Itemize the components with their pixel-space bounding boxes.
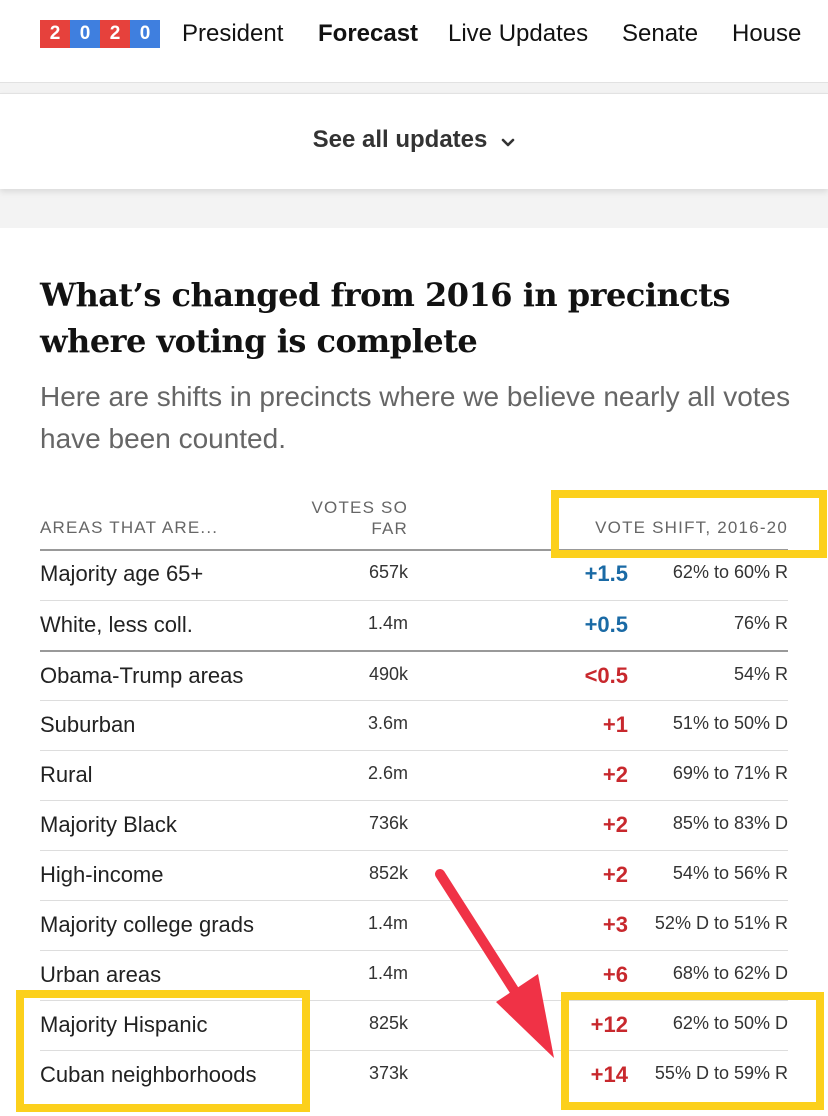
row-votes: 657k [368,562,408,582]
row-result: 55% D to 59% R [654,1063,788,1083]
nav-item-house[interactable]: House [732,20,802,47]
row-result: 76% R [733,613,788,633]
row-votes: 736k [368,813,408,833]
logo-digit: 2 [40,20,70,48]
top-navigation: 2 0 2 0 President Forecast Live Updates … [0,0,828,83]
row-result: 68% to 62% D [672,963,788,983]
row-area: Rural [40,762,93,787]
column-header-votes-line1: VOTES SO [311,498,408,517]
row-votes: 2.6m [367,763,408,783]
row-area: Suburban [40,712,136,737]
nav-item-live-updates[interactable]: Live Updates [448,20,589,47]
row-shift: +6 [602,962,628,987]
row-area: Obama-Trump areas [40,663,244,688]
row-area: High-income [40,862,164,887]
row-shift: +2 [602,862,628,887]
row-votes: 1.4m [367,963,408,983]
row-shift: <0.5 [584,663,628,688]
red-arrow-icon [435,869,554,1058]
logo-digit: 2 [100,20,130,48]
row-result: 54% to 56% R [672,863,788,883]
nav-item-forecast[interactable]: Forecast [318,20,419,47]
table-row: Urban areas 1.4m +6 68% to 62% D [40,950,788,1001]
column-header-area: AREAS THAT ARE... [40,518,219,537]
table-row: Majority Hispanic 825k +12 62% to 50% D [40,1000,788,1051]
row-shift: +2 [602,762,628,787]
row-votes: 1.4m [367,913,408,933]
updates-card: See all updates [0,93,828,189]
table-row: High-income 852k +2 54% to 56% R [40,850,788,901]
row-result: 85% to 83% D [672,813,788,833]
row-area: Majority age 65+ [40,561,204,586]
nav-item-senate[interactable]: Senate [622,20,699,47]
row-shift: +0.5 [584,612,628,637]
row-result: 69% to 71% R [672,763,788,783]
logo-digit: 0 [130,20,160,48]
row-votes: 373k [368,1063,408,1083]
row-votes: 490k [368,664,408,684]
row-shift: +3 [602,912,628,937]
row-votes: 1.4m [367,613,408,633]
table-row: Majority college grads 1.4m +3 52% D to … [40,900,788,951]
row-area: Majority Black [40,812,177,837]
row-area: Cuban neighborhoods [40,1062,257,1087]
row-result: 62% to 60% R [672,562,788,582]
highlight-box-vote-shift-header [551,490,827,558]
table-row: White, less coll. 1.4m +0.5 76% R [40,600,788,651]
row-area: Majority Hispanic [40,1012,208,1037]
row-result: 51% to 50% D [672,713,788,733]
table-row: Cuban neighborhoods 373k +14 55% D to 59… [40,1050,788,1101]
table-row: Rural 2.6m +2 69% to 71% R [40,750,788,801]
highlight-box-hispanic-cuban-areas [16,990,310,1112]
column-header-votes: VOTES SO FAR [290,497,408,539]
highlight-box-hispanic-cuban-shifts [561,992,824,1110]
column-header-votes-line2: FAR [371,519,408,538]
row-shift: +14 [590,1062,628,1087]
row-shift: +12 [590,1012,628,1037]
row-area: Majority college grads [40,912,254,937]
table-row: Obama-Trump areas 490k <0.5 54% R [40,650,788,702]
column-header-vote-shift: VOTE SHIFT, 2016-20 [595,518,788,537]
chevron-down-icon [501,125,515,157]
nav-item-president[interactable]: President [182,20,284,47]
row-area: White, less coll. [40,612,193,637]
row-shift: +2 [602,812,628,837]
logo-digit: 0 [70,20,100,48]
table-row: Majority age 65+ 657k +1.5 62% to 60% R [40,550,788,600]
row-result: 62% to 50% D [672,1013,788,1033]
row-votes: 852k [368,863,408,883]
row-shift: +1 [602,712,628,737]
article-dek: Here are shifts in precincts where we be… [40,381,791,454]
row-area: Urban areas [40,962,162,987]
table-header-rule [40,549,788,551]
row-votes: 3.6m [367,713,408,733]
row-votes: 825k [368,1013,408,1033]
article-headline: What’s changed from 2016 in precincts wh… [40,276,731,360]
row-result: 52% D to 51% R [654,913,788,933]
see-all-updates-button[interactable]: See all updates [0,124,828,157]
row-shift: +1.5 [584,561,628,586]
table-row: Majority Black 736k +2 85% to 83% D [40,800,788,851]
see-all-updates-label: See all updates [312,126,488,153]
election-2020-logo[interactable]: 2 0 2 0 [40,20,160,48]
row-result: 54% R [733,664,788,684]
table-row: Suburban 3.6m +1 51% to 50% D [40,700,788,751]
